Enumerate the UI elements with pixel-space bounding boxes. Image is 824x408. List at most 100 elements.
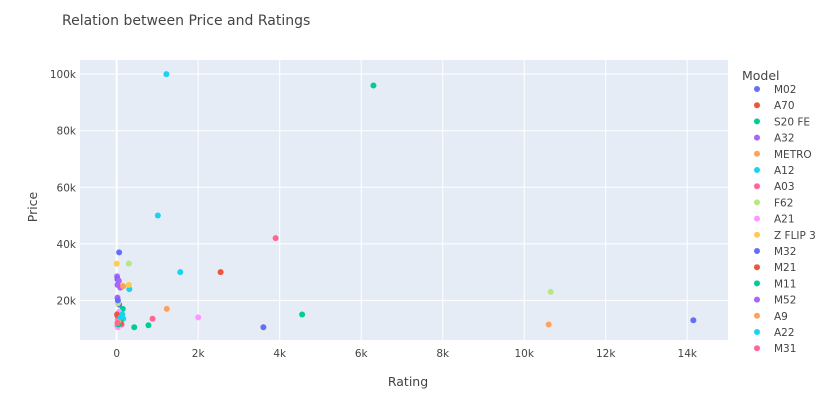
- data-point-a12[interactable]: [163, 71, 170, 78]
- legend-marker: [754, 86, 760, 92]
- legend-label: A21: [774, 214, 795, 226]
- data-point-a12[interactable]: [177, 269, 184, 276]
- y-tick-label: 40k: [57, 239, 77, 251]
- data-point-a70[interactable]: [217, 269, 224, 276]
- y-tick-label: 80k: [57, 126, 77, 138]
- legend-marker: [754, 248, 760, 254]
- legend-label: M52: [774, 295, 796, 307]
- legend-label: A03: [774, 181, 795, 193]
- data-point-s20-fe[interactable]: [370, 82, 377, 89]
- legend-marker: [754, 134, 760, 141]
- data-point-z-flip-3[interactable]: [113, 260, 120, 267]
- legend-marker: [754, 199, 760, 206]
- legend-marker: [754, 118, 760, 125]
- legend-label: METRO: [774, 149, 812, 161]
- legend-item-m32[interactable]: M32: [754, 246, 796, 258]
- legend-marker: [754, 150, 760, 157]
- legend-marker: [754, 345, 760, 352]
- data-point-metro[interactable]: [545, 321, 552, 328]
- data-point-m31[interactable]: [114, 320, 121, 327]
- data-point-m31[interactable]: [149, 315, 156, 322]
- legend-marker: [754, 329, 760, 335]
- x-axis-ticks: 0 2k 4k 6k 8k 10k 12k 14k: [113, 348, 698, 360]
- x-tick-label: 14k: [678, 348, 698, 360]
- x-axis-title: Rating: [388, 374, 428, 389]
- data-point-a21[interactable]: [195, 314, 202, 321]
- legend-label: A22: [774, 327, 795, 339]
- legend-label: M02: [774, 84, 796, 96]
- chart-title: Relation between Price and Ratings: [62, 13, 310, 29]
- legend-marker: [754, 280, 760, 287]
- data-points[interactable]: [113, 71, 697, 331]
- plot-area: [80, 60, 728, 340]
- data-point-m32[interactable]: [114, 297, 121, 304]
- x-tick-label: 12k: [596, 348, 616, 360]
- legend-label: S20 FE: [774, 116, 810, 128]
- legend-item-a70[interactable]: A70: [754, 100, 795, 112]
- legend-label: M21: [774, 262, 796, 274]
- legend-label: Z FLIP 3: [774, 230, 816, 242]
- data-point-f62[interactable]: [125, 260, 132, 267]
- x-tick-label: 10k: [514, 348, 534, 360]
- data-point-m02[interactable]: [690, 317, 697, 324]
- x-tick-label: 4k: [273, 348, 287, 360]
- data-point-a12[interactable]: [154, 212, 161, 219]
- legend-item-m21[interactable]: M21: [754, 262, 796, 274]
- legend-label: M32: [774, 246, 796, 258]
- data-point-a9[interactable]: [120, 283, 127, 290]
- legend-item-a03[interactable]: A03: [754, 181, 795, 193]
- x-tick-label: 0: [113, 348, 120, 360]
- legend-item-m02[interactable]: M02: [754, 84, 796, 96]
- legend-item-m31[interactable]: M31: [754, 343, 796, 355]
- data-point-s20-fe[interactable]: [145, 322, 152, 329]
- legend-item-a9[interactable]: A9: [754, 311, 788, 323]
- legend-marker: [754, 102, 760, 109]
- legend-label: M11: [774, 278, 796, 290]
- data-point-m02[interactable]: [260, 324, 267, 331]
- legend-label: A32: [774, 133, 795, 145]
- data-point-m52[interactable]: [114, 281, 121, 288]
- data-point-metro[interactable]: [163, 305, 170, 312]
- legend-item-m52[interactable]: M52: [754, 295, 796, 307]
- legend-item-z-flip-3[interactable]: Z FLIP 3: [754, 230, 816, 242]
- legend-marker: [754, 231, 760, 238]
- legend-marker: [754, 264, 760, 271]
- data-point-s20-fe[interactable]: [299, 311, 306, 318]
- data-point-a03[interactable]: [272, 235, 279, 242]
- y-tick-label: 20k: [57, 295, 77, 307]
- legend-marker: [754, 183, 760, 190]
- legend-item-metro[interactable]: METRO: [754, 149, 812, 161]
- data-point-f62[interactable]: [547, 288, 554, 295]
- legend-label: M31: [774, 343, 796, 355]
- legend-item-a12[interactable]: A12: [754, 165, 795, 177]
- data-point-s20-fe[interactable]: [131, 324, 138, 331]
- legend-label: A12: [774, 165, 795, 177]
- y-axis-ticks: 20k 40k 60k 80k 100k: [50, 69, 77, 307]
- x-tick-label: 8k: [436, 348, 450, 360]
- grid: [80, 60, 728, 340]
- data-point-a22[interactable]: [117, 314, 124, 321]
- legend-marker: [754, 312, 760, 319]
- legend-item-a21[interactable]: A21: [754, 214, 795, 226]
- legend-marker: [754, 215, 760, 222]
- x-tick-label: 2k: [192, 348, 206, 360]
- legend-item-a22[interactable]: A22: [754, 327, 795, 339]
- data-point-m32[interactable]: [116, 249, 123, 256]
- legend-marker: [754, 167, 760, 173]
- legend-item-m11[interactable]: M11: [754, 278, 796, 290]
- y-tick-label: 60k: [57, 182, 77, 194]
- legend[interactable]: M02 A70 S20 FE A32 METRO A12 A03 F62 A21 Z FLIP 3…: [754, 84, 816, 355]
- legend-item-a32[interactable]: A32: [754, 133, 795, 145]
- y-axis-title: Price: [25, 191, 40, 222]
- y-tick-label: 100k: [50, 69, 77, 81]
- legend-item-s20-fe[interactable]: S20 FE: [754, 116, 810, 128]
- legend-label: A70: [774, 100, 795, 112]
- data-point-z-flip-3[interactable]: [125, 281, 132, 288]
- legend-marker: [754, 296, 760, 303]
- legend-label: F62: [774, 197, 793, 209]
- legend-item-f62[interactable]: F62: [754, 197, 793, 209]
- legend-title: Model: [742, 68, 780, 83]
- x-tick-label: 6k: [355, 348, 369, 360]
- legend-label: A9: [774, 311, 788, 323]
